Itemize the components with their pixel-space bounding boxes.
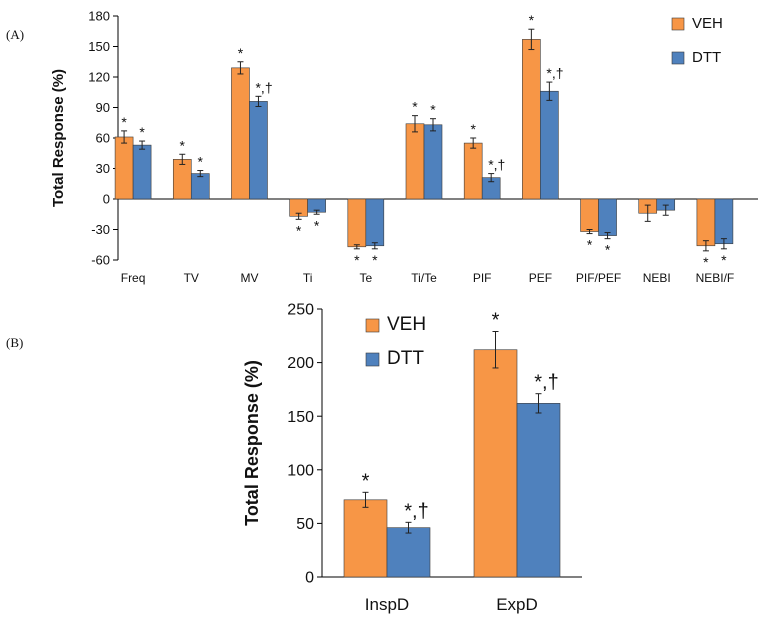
y-tick-label: 250 xyxy=(287,302,314,319)
bar-veh xyxy=(473,349,518,578)
significance-mark: * xyxy=(296,222,302,238)
x-tick-label: Ti/Te xyxy=(411,271,437,285)
significance-mark: * xyxy=(180,137,186,153)
x-tick-label: Te xyxy=(359,271,372,285)
significance-mark: * xyxy=(721,252,727,268)
x-tick-label: PIF xyxy=(473,271,492,285)
x-tick-label: TV xyxy=(184,271,199,285)
y-tick-label: -60 xyxy=(91,253,110,268)
significance-mark: * xyxy=(121,114,127,130)
significance-mark: * xyxy=(314,217,320,233)
panel-label-a: (A) xyxy=(6,27,25,42)
significance-mark: *,† xyxy=(534,372,558,394)
y-tick-label: -30 xyxy=(91,222,110,237)
legend-swatch-veh xyxy=(365,318,380,333)
legend-label-dtt: DTT xyxy=(692,49,721,66)
significance-mark: * xyxy=(605,242,611,258)
panel-label-b: (B) xyxy=(6,335,24,350)
significance-mark: * xyxy=(529,12,535,28)
y-tick-label: 60 xyxy=(96,131,110,146)
significance-mark: * xyxy=(238,45,244,61)
significance-mark: * xyxy=(430,102,436,118)
legend-label-veh: VEH xyxy=(387,314,426,335)
y-axis-title: Total Response (%) xyxy=(242,360,262,526)
legend-swatch-veh xyxy=(671,17,685,31)
bar-dtt xyxy=(386,527,431,578)
significance-mark: *,† xyxy=(546,65,563,81)
significance-mark: * xyxy=(139,124,145,140)
y-tick-label: 180 xyxy=(88,9,110,24)
significance-mark: * xyxy=(470,121,476,137)
y-tick-label: 120 xyxy=(88,70,110,85)
y-tick-label: 100 xyxy=(287,462,314,479)
x-tick-label: Freq xyxy=(121,271,146,285)
y-tick-label: 200 xyxy=(287,355,314,372)
x-tick-label: PIF/PEF xyxy=(576,271,621,285)
bar-veh xyxy=(343,499,388,578)
significance-mark: *,† xyxy=(488,157,505,173)
x-tick-label: Ti xyxy=(303,271,313,285)
y-tick-label: 0 xyxy=(305,570,314,587)
chart-a: -60 -30 0 30 60 90 120 150 180 Total Response (%)… xyxy=(50,9,758,285)
significance-mark: *,† xyxy=(404,500,428,522)
x-tick-label: NEBI xyxy=(643,271,671,285)
bar-dtt xyxy=(516,403,561,578)
significance-mark: * xyxy=(354,252,360,268)
x-tick-label: NEBI/F xyxy=(696,271,735,285)
y-tick-label: 150 xyxy=(287,409,314,426)
significance-mark: * xyxy=(587,237,593,253)
legend-swatch-dtt xyxy=(365,352,380,367)
legend-label-veh: VEH xyxy=(692,15,723,32)
significance-mark: * xyxy=(198,154,204,170)
x-tick-label: InspD xyxy=(365,595,409,614)
y-tick-label: 50 xyxy=(296,516,314,533)
legend-label-dtt: DTT xyxy=(387,348,424,369)
legend-swatch-dtt xyxy=(671,51,685,65)
x-tick-label: ExpD xyxy=(496,595,538,614)
x-tick-label: MV xyxy=(240,271,258,285)
significance-mark: * xyxy=(703,254,709,270)
significance-mark: * xyxy=(372,252,378,268)
y-axis-title: Total Response (%) xyxy=(50,69,67,207)
x-tick-label: PEF xyxy=(529,271,552,285)
y-tick-label: 150 xyxy=(88,39,110,54)
significance-mark: * xyxy=(362,470,370,492)
y-tick-label: 0 xyxy=(103,192,110,207)
y-tick-label: 30 xyxy=(96,161,110,176)
significance-mark: *,† xyxy=(255,79,272,95)
y-tick-label: 90 xyxy=(96,100,110,115)
significance-mark: * xyxy=(412,99,418,115)
significance-mark: * xyxy=(492,310,500,332)
